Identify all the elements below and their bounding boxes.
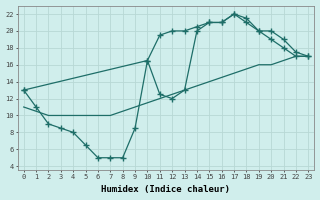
X-axis label: Humidex (Indice chaleur): Humidex (Indice chaleur)	[101, 185, 230, 194]
